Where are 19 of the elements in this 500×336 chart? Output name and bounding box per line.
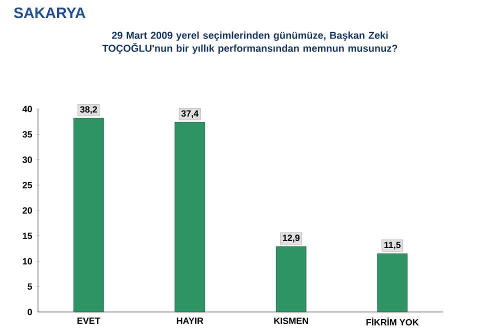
x-tick-label: HAYIR bbox=[176, 318, 204, 324]
data-label: 38,2 bbox=[80, 106, 98, 114]
y-tick-label: 5 bbox=[28, 283, 32, 290]
x-tick-label: FİKRİM YOK bbox=[366, 318, 419, 326]
data-label: 11,5 bbox=[384, 242, 401, 250]
data-label: 12,9 bbox=[282, 234, 300, 242]
chart-title: SAKARYA bbox=[14, 8, 86, 18]
y-tick-label: 10 bbox=[22, 258, 32, 264]
y-tick-label: 30 bbox=[22, 156, 32, 163]
y-tick-label: 15 bbox=[22, 232, 32, 240]
y-tick-label: 40 bbox=[22, 106, 32, 112]
x-tick-label: EVET bbox=[77, 318, 100, 324]
y-tick-label: 25 bbox=[22, 182, 32, 188]
x-tick-label: KISMEN bbox=[274, 318, 308, 324]
y-tick-label: 0 bbox=[28, 308, 32, 316]
y-tick-label: 20 bbox=[22, 207, 32, 214]
data-label: 37,4 bbox=[181, 110, 199, 118]
chart-subtitle: 29 Mart 2009 yerel seçimlerinden günümüze, Başkan Zeki TOÇOĞLU'nun bir yıllık performansından memnun musunuz? bbox=[102, 32, 398, 54]
y-tick-label: 35 bbox=[22, 131, 32, 138]
